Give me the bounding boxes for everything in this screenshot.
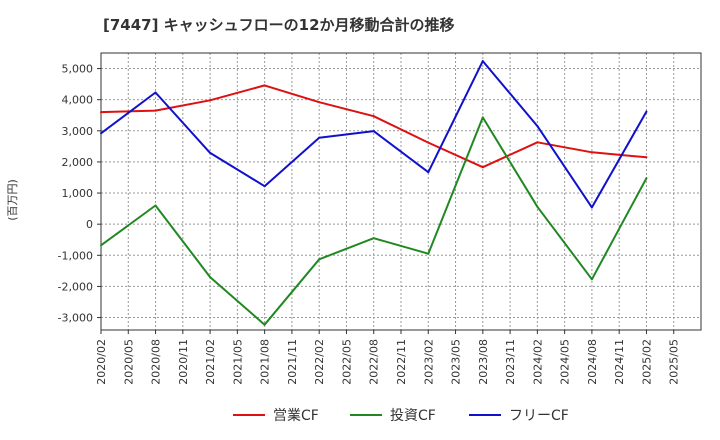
series-1-point: [372, 115, 375, 118]
series-1-point: [154, 109, 157, 112]
x-tick-label: 2021/05: [231, 339, 244, 385]
y-tick-label: -3,000: [58, 312, 93, 325]
series-3-point: [372, 130, 375, 133]
series-1-point: [481, 166, 484, 169]
y-tick-label: 0: [86, 218, 93, 231]
x-tick-label: 2024/08: [586, 339, 599, 385]
x-tick-label: 2022/05: [340, 339, 353, 385]
x-tick-label: 2024/11: [613, 339, 626, 385]
axis-layer: -3,000 -2,000 -1,000 0 1,000 2,000 3,000 4,000 5…: [58, 52, 702, 385]
x-tick-label: 2022/08: [368, 339, 381, 385]
series-2-point: [481, 116, 484, 119]
x-tick-label: 2023/08: [477, 339, 490, 385]
series-2-point: [536, 205, 539, 208]
series-3-point: [154, 91, 157, 94]
series-3-point: [590, 206, 593, 209]
x-tick-label: 2023/02: [422, 339, 435, 385]
series-3-point: [263, 185, 266, 188]
x-tick-label: 2022/11: [395, 339, 408, 385]
y-tick-label: 5,000: [62, 63, 94, 76]
series-2-point: [318, 258, 321, 261]
series-layer: [100, 60, 648, 326]
series-2-point: [427, 252, 430, 255]
x-tick-label: 2020/02: [95, 339, 108, 385]
series-1-point: [318, 101, 321, 104]
y-tick-label: -1,000: [58, 249, 93, 262]
x-tick-label: 2021/11: [286, 339, 299, 385]
x-tick-label: 2020/11: [177, 339, 190, 385]
series-2-point: [209, 276, 212, 279]
legend-label-2: 投資CF: [390, 408, 436, 424]
chart-title: [7447] キャッシュフローの12か月移動合計の推移: [103, 16, 455, 34]
y-tick-label: -2,000: [58, 280, 93, 293]
x-tick-label: 2022/02: [313, 339, 326, 385]
x-tick-label: 2021/02: [204, 339, 217, 385]
y-tick-label: 1,000: [62, 187, 94, 200]
series-1-point: [427, 141, 430, 144]
x-tick-label: 2024/02: [531, 339, 544, 385]
series-3-point: [536, 125, 539, 128]
plot-frame: [100, 52, 702, 331]
x-tick-label: 2020/05: [122, 339, 135, 385]
x-tick-label: 2023/05: [450, 339, 463, 385]
grid-layer: [100, 53, 701, 330]
y-axis-label: (百万円): [6, 179, 19, 221]
series-2-point: [645, 177, 648, 180]
series-1-point: [100, 111, 102, 114]
series-1-point: [209, 99, 212, 102]
series-2-point: [100, 244, 102, 247]
y-tick-label: 4,000: [62, 94, 94, 107]
series-1-point: [536, 141, 539, 144]
series-3-point: [427, 171, 430, 174]
series-2-point: [154, 204, 157, 207]
series-2-point: [590, 278, 593, 281]
series-3-point: [318, 136, 321, 139]
series-2-point: [372, 237, 375, 240]
legend-label-1: 営業CF: [273, 408, 319, 424]
y-tick-label: 3,000: [62, 125, 94, 138]
series-3-point: [645, 110, 648, 113]
series-1-point: [590, 151, 593, 154]
x-tick-label: 2023/11: [504, 339, 517, 385]
y-tick-label: 2,000: [62, 156, 94, 169]
legend: 営業CF 投資CF フリーCF: [233, 408, 569, 424]
x-tick-label: 2024/05: [559, 339, 572, 385]
series-1-point: [263, 84, 266, 87]
series-3-point: [481, 60, 484, 63]
series-3-point: [100, 132, 102, 135]
legend-label-3: フリーCF: [509, 408, 569, 424]
x-tick-label: 2025/02: [640, 339, 653, 385]
x-tick-label: 2021/08: [259, 339, 272, 385]
x-tick-label: 2025/05: [668, 339, 681, 385]
series-1-point: [645, 156, 648, 159]
series-2-point: [263, 323, 266, 326]
x-tick-label: 2020/08: [150, 339, 163, 385]
series-3-point: [209, 151, 212, 154]
